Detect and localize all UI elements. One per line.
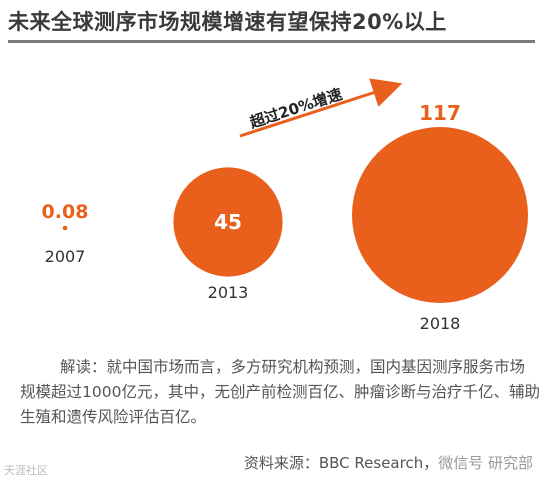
source-text: 资料来源：BBC Research，: [243, 454, 439, 472]
value-label-2013: 45: [214, 210, 242, 234]
watermark-left: 天涯社区: [4, 464, 48, 477]
analysis-note: 解读：就中国市场而言，多方研究机构预测，国内基因测序服务市场规模超过1000亿元…: [20, 355, 540, 430]
year-label-2018: 2018: [420, 314, 461, 333]
year-label-2007: 2007: [45, 247, 86, 266]
note-lead: 解读：: [60, 358, 107, 376]
growth-arrow: 超过20%增速: [239, 78, 403, 138]
source-line: 资料来源：BBC Research，微信号 研究部: [244, 452, 533, 473]
bubble-2013: [173, 167, 283, 277]
year-label-2013: 2013: [208, 283, 249, 302]
note-text: 就中国市场而言，多方研究机构预测，国内基因测序服务市场规模超过1000亿元，其中…: [20, 358, 540, 426]
watermark-right: 微信号 研究部: [438, 454, 533, 472]
bubbles: 0.08 2007 45 2013 117 2018: [42, 101, 528, 333]
chart-title: 未来全球测序市场规模增速有望保持20%以上: [8, 10, 447, 34]
growth-arrow-label: 超过20%增速: [247, 85, 345, 132]
value-label-2007: 0.08: [42, 201, 89, 223]
value-label-2018: 117: [419, 101, 461, 125]
title-rule: [8, 40, 535, 43]
bubble-2007: [62, 225, 68, 231]
bubble-2018: [352, 127, 528, 303]
